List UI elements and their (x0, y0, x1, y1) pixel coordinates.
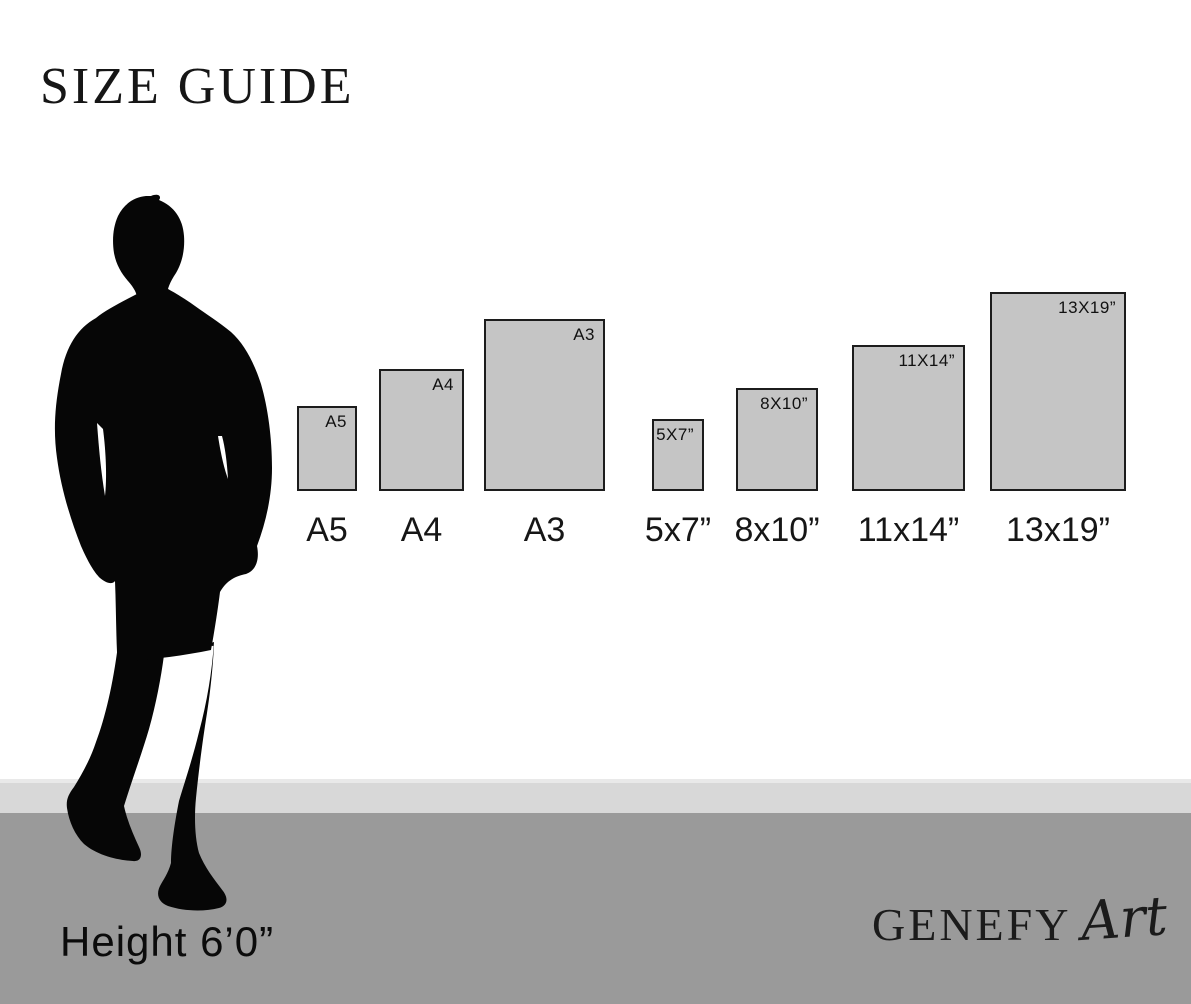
size-rect-a5: A5 (297, 406, 357, 491)
size-tag-a3: A3 (573, 325, 595, 344)
size-tag-13x19: 13X19” (1058, 298, 1116, 317)
size-label-8x10: 8x10” (734, 511, 820, 549)
size-label-a3: A3 (523, 511, 566, 549)
man-silhouette-illustration (54, 194, 273, 911)
size-tag-11x14: 11X14” (898, 351, 955, 370)
size-label-11x14: 11x14” (857, 511, 960, 549)
size-tag-8x10: 8X10” (760, 394, 808, 413)
brand-suffix-script: Art (1079, 884, 1170, 953)
size-label-a5: A5 (306, 511, 348, 549)
size-label-13x19: 13x19” (1006, 511, 1110, 549)
size-rect-5x7: 5X7” (652, 419, 704, 491)
brand-logo: GENEFY Art (872, 884, 1170, 953)
size-rect-11x14: 11X14” (852, 345, 965, 491)
size-rect-13x19: 13X19” (990, 292, 1126, 491)
man-silhouette-shape (54, 194, 273, 911)
page-title: SIZE GUIDE (40, 58, 355, 115)
size-tag-a5: A5 (325, 412, 347, 431)
silhouette-highlight-gaps (97, 423, 228, 496)
size-tag-a4: A4 (432, 375, 454, 394)
size-rect-a3: A3 (484, 319, 605, 491)
size-label-5x7: 5x7” (644, 511, 712, 549)
size-tag-5x7: 5X7” (656, 425, 694, 444)
brand-name: GENEFY (872, 899, 1072, 950)
size-rect-a4: A4 (379, 369, 464, 491)
floor-light-band (0, 779, 1191, 813)
height-label: Height 6’0” (60, 918, 275, 965)
size-rect-8x10: 8X10” (736, 388, 818, 491)
size-label-a4: A4 (400, 511, 443, 549)
